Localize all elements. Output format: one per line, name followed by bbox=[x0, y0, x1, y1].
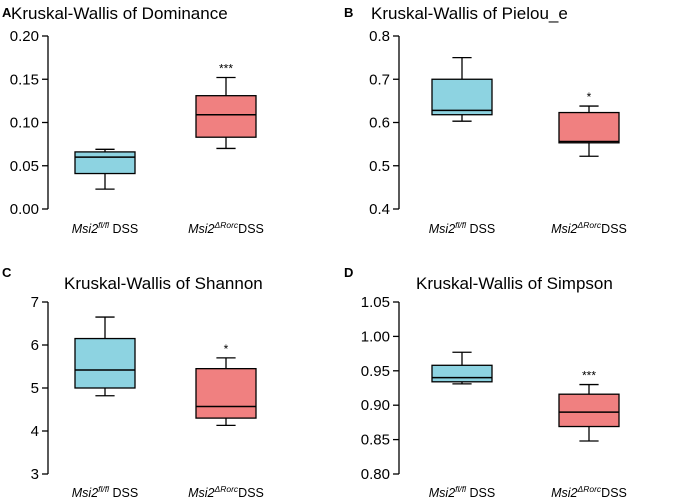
panel-b-group-2-label-genotype: ΔRorc bbox=[577, 220, 602, 230]
panel-a-group-1-label: Msi2fl/fl DSS bbox=[72, 220, 138, 236]
panel-d-group-1-label-gene: Msi2 bbox=[429, 486, 455, 500]
panel-c-group-1-label-genotype: fl/fl bbox=[98, 484, 110, 494]
panel-b-y-tick-label: 0.5 bbox=[369, 158, 390, 175]
panel-c-title: Kruskal-Wallis of Shannon bbox=[64, 274, 263, 293]
panel-d-y-tick-label: 0.85 bbox=[361, 432, 390, 449]
panel-b-group-1-box bbox=[431, 56, 493, 122]
panel-c-group-1-box bbox=[74, 316, 136, 397]
panel-c-group-1-label-gene: Msi2 bbox=[72, 486, 98, 500]
panel-a-group-2-box: *** bbox=[195, 62, 257, 150]
panel-b-group-1-label-gene: Msi2 bbox=[429, 222, 455, 236]
panel-d-group-2-iqr-box bbox=[558, 393, 620, 428]
panel-d-y-tick-label: 0.90 bbox=[361, 397, 390, 414]
panel-d-letter: D bbox=[344, 265, 353, 280]
panel-b-group-2-label-gene: Msi2 bbox=[551, 222, 577, 236]
panel-b-title: Kruskal-Wallis of Pielou_e bbox=[371, 4, 568, 23]
panel-d-y-tick-label: 0.95 bbox=[361, 363, 390, 380]
panel-a-group-1-label-genotype: fl/fl bbox=[98, 220, 110, 230]
panel-c-y-tick-label: 5 bbox=[31, 380, 39, 397]
panel-a-group-1-iqr-box bbox=[74, 151, 136, 175]
panel-a-group-2-significance-marker: *** bbox=[219, 62, 233, 76]
panel-d-group-1-label-condition: DSS bbox=[466, 486, 495, 500]
panel-b-group-1-label-genotype: fl/fl bbox=[455, 220, 467, 230]
panel-c-y-tick-label: 6 bbox=[31, 337, 39, 354]
panel-b-group-1-iqr-box bbox=[431, 78, 493, 116]
panel-a-title: Kruskal-Wallis of Dominance bbox=[11, 4, 228, 23]
panel-d-group-2-box: *** bbox=[558, 369, 620, 442]
panel-c-group-1-iqr-box bbox=[74, 337, 136, 389]
panel-d: D Kruskal-Wallis of Simpson 0.80 0.85 0.90 0.… bbox=[344, 265, 627, 500]
panel-d-group-2-label-condition: DSS bbox=[601, 486, 627, 500]
panel-c-group-1-label: Msi2fl/fl DSS bbox=[72, 484, 138, 500]
panel-d-y-tick-label: 0.80 bbox=[361, 466, 390, 483]
panel-a-group-2-label: Msi2ΔRorcDSS bbox=[188, 220, 264, 236]
panel-d-group-2-label-genotype: ΔRorc bbox=[577, 484, 602, 494]
panel-c-group-2-label-condition: DSS bbox=[238, 486, 264, 500]
panel-b-group-2-significance-marker: * bbox=[587, 90, 592, 104]
panel-c-y-tick-label: 7 bbox=[31, 294, 39, 311]
panel-b-group-2-box: * bbox=[558, 90, 620, 157]
panel-d-group-2-significance-marker: *** bbox=[582, 369, 596, 383]
panel-a-group-1-box bbox=[74, 148, 136, 190]
panel-d-y-tick-label: 1.05 bbox=[361, 294, 390, 311]
panel-a-group-2-label-condition: DSS bbox=[238, 222, 264, 236]
panel-b-group-2-label: Msi2ΔRorcDSS bbox=[551, 220, 627, 236]
panel-b-y-tick-label: 0.7 bbox=[369, 71, 390, 88]
panel-d-group-1-label: Msi2fl/fl DSS bbox=[429, 484, 495, 500]
panel-d-group-2-label: Msi2ΔRorcDSS bbox=[551, 484, 627, 500]
panel-c-group-2-significance-marker: * bbox=[224, 342, 229, 356]
panel-b-y-tick-label: 0.4 bbox=[369, 201, 390, 218]
panel-b-group-1-label-condition: DSS bbox=[466, 222, 495, 236]
panel-a-group-2-iqr-box bbox=[195, 95, 257, 138]
panel-a-y-tick-label: 0.20 bbox=[10, 28, 39, 45]
panel-d-group-1-box bbox=[431, 351, 493, 385]
panel-a-y-tick-label: 0.15 bbox=[10, 71, 39, 88]
panel-b: B Kruskal-Wallis of Pielou_e 0.4 0.5 0.6 0.7 0… bbox=[344, 4, 627, 236]
panel-a-y-tick-label: 0.10 bbox=[10, 115, 39, 132]
panel-a-group-2-label-gene: Msi2 bbox=[188, 222, 214, 236]
panel-a-group-1-label-gene: Msi2 bbox=[72, 222, 98, 236]
panel-b-y-tick-label: 0.6 bbox=[369, 115, 390, 132]
panel-c-group-2-label-gene: Msi2 bbox=[188, 486, 214, 500]
panel-b-group-2-label-condition: DSS bbox=[601, 222, 627, 236]
panel-b-group-2-iqr-box bbox=[558, 111, 620, 144]
panel-c-y-tick-label: 3 bbox=[31, 466, 39, 483]
panel-d-group-1-label-genotype: fl/fl bbox=[455, 484, 467, 494]
panel-a: A Kruskal-Wallis of Dominance 0.00 0.05 0.10… bbox=[2, 4, 264, 236]
panel-d-title: Kruskal-Wallis of Simpson bbox=[416, 274, 613, 293]
panel-c-group-2-label: Msi2ΔRorcDSS bbox=[188, 484, 264, 500]
panel-a-letter: A bbox=[2, 5, 12, 20]
panel-d-y-tick-label: 1.00 bbox=[361, 328, 390, 345]
panel-c-group-1-label-condition: DSS bbox=[109, 486, 138, 500]
panel-b-group-1-label: Msi2fl/fl DSS bbox=[429, 220, 495, 236]
panel-c-y-tick-label: 4 bbox=[31, 423, 39, 440]
panel-c-letter: C bbox=[2, 265, 12, 280]
panel-b-letter: B bbox=[344, 5, 353, 20]
panel-c-group-2-box: * bbox=[195, 342, 257, 427]
panel-a-group-1-label-condition: DSS bbox=[109, 222, 138, 236]
panel-a-y-tick-label: 0.05 bbox=[10, 158, 39, 175]
panel-a-group-2-label-genotype: ΔRorc bbox=[214, 220, 239, 230]
panel-b-y-tick-label: 0.8 bbox=[369, 28, 390, 45]
panel-d-group-1-iqr-box bbox=[431, 364, 493, 383]
panel-c-group-2-label-genotype: ΔRorc bbox=[214, 484, 239, 494]
panel-d-group-2-label-gene: Msi2 bbox=[551, 486, 577, 500]
panel-c-group-2-iqr-box bbox=[195, 367, 257, 419]
panel-a-y-tick-label: 0.00 bbox=[10, 201, 39, 218]
